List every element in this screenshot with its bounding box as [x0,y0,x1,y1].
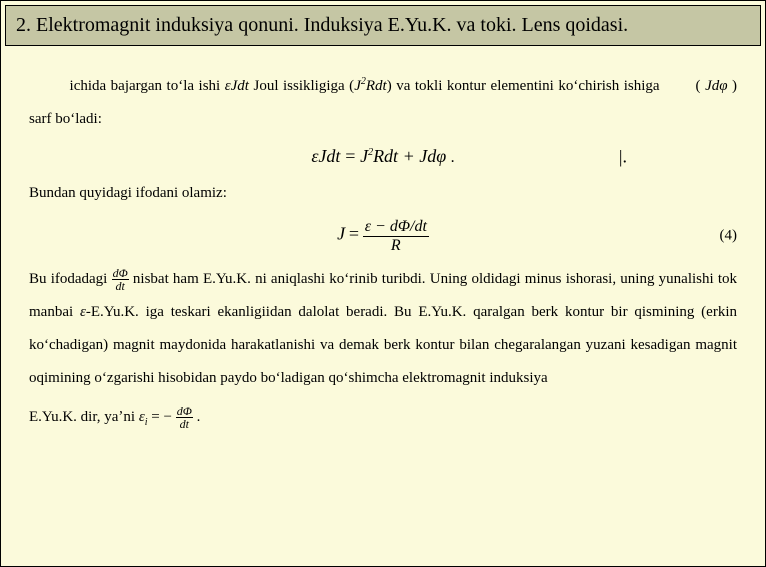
fraction-den: dt [112,280,129,292]
text: = − [151,409,172,425]
paragraph-1: ichida bajargan toʻla ishi εJdt Joul iss… [29,70,737,136]
text: Rdt [373,146,398,166]
text: . [197,409,201,425]
math-lhs: J [337,224,345,244]
text: J [360,146,368,166]
text: E.Yu.K. dir, yaʼni [29,409,135,425]
text: oqimining oʻzgarishi hisobidan paydo boʻ… [29,370,548,386]
document-body: ichida bajargan toʻla ishi εJdt Joul iss… [1,50,765,444]
math-eq: = [344,146,356,166]
equation-number: (4) [720,226,738,247]
text: J [354,78,361,94]
paragraph-3: Bu ifodadagi dΦ dt nisbat ham E.Yu.K. ni… [29,263,737,395]
math-fraction-small: dΦ dt [112,267,129,292]
fraction-den: dt [176,418,193,430]
bar-mark: |. [619,144,627,169]
math-fraction-small: dΦ dt [176,405,193,430]
text: harakatlanishi va demak berk kontur bila… [231,337,737,353]
text: Rdt [366,78,387,94]
text: i [145,417,148,428]
fraction-num: dΦ [112,267,129,280]
fraction-den: R [363,237,429,255]
equation-1: εJdt = J2Rdt + Jdφ . |. [29,144,737,169]
text: . [451,149,455,166]
document-page: 2. Elektromagnit induksiya qonuni. Induk… [0,0,766,567]
math-inline: εJdt [225,78,249,94]
math-eq: = [349,224,359,244]
math-inline: J2Rdt [354,78,387,94]
math-fraction: ε − dΦ/dt R [363,218,429,254]
math-inline: εi [139,409,151,425]
text: Jdφ [419,146,446,166]
text: Bu ifodadagi [29,271,107,287]
text: koʻchirish ishiga [558,78,659,94]
text: Joul issikligiga ( [254,78,355,94]
section-title: Elektromagnit induksiya qonuni. Induksiy… [36,14,628,36]
section-header: 2. Elektromagnit induksiya qonuni. Induk… [5,5,761,46]
fraction-num: ε − dΦ/dt [363,218,429,237]
math-inline: Jdφ [705,78,727,94]
paragraph-4: E.Yu.K. dir, yaʼni εi = − dΦ dt . [29,401,737,434]
math-rhs: J2Rdt + Jdφ [360,146,451,166]
text: + [403,146,415,166]
math-lhs: εJdt [311,146,340,166]
fraction-num: dΦ [176,405,193,418]
paragraph-2-intro: Bundan quyidagi ifodani olamiz: [29,177,737,210]
equation-2: J = ε − dΦ/dt R (4) [29,218,737,254]
text: nisbat ham E.Yu.K. ni aniqlashi koʻrinib… [133,271,562,287]
section-number: 2. [16,14,31,36]
text: ichida bajargan toʻla ishi [70,78,221,94]
text: -E.Yu.K. iga teskari ekanligiidan dalola… [86,304,412,320]
text: ) va tokli kontur elementini [387,78,554,94]
